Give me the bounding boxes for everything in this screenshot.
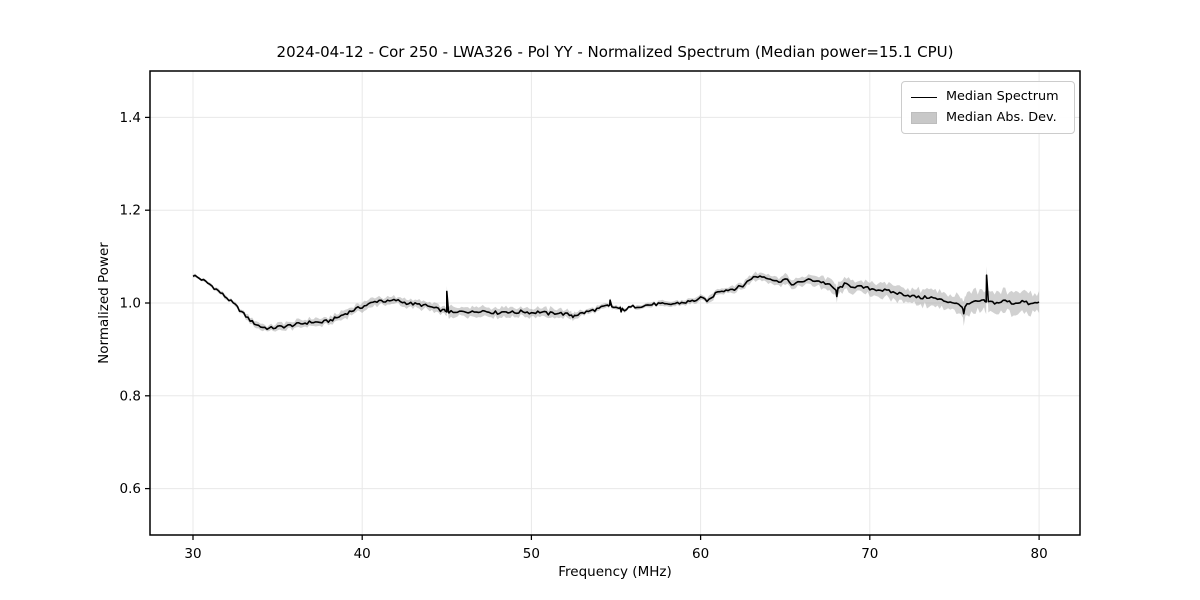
- y-tick-label: 1.2: [120, 203, 141, 219]
- x-tick-label: 50: [523, 546, 540, 562]
- x-tick-label: 40: [354, 546, 371, 562]
- x-tick-label: 80: [1031, 546, 1048, 562]
- x-tick-label: 60: [692, 546, 709, 562]
- y-tick-label: 1.4: [120, 110, 141, 126]
- legend: Median Spectrum Median Abs. Dev.: [901, 81, 1075, 134]
- plot-title: 2024-04-12 - Cor 250 - LWA326 - Pol YY -…: [276, 43, 954, 61]
- y-axis-label: Normalized Power: [96, 242, 112, 364]
- legend-patch-sample-icon: [911, 112, 937, 124]
- x-tick-label: 70: [861, 546, 878, 562]
- x-axis-label: Frequency (MHz): [558, 564, 672, 580]
- y-tick-label: 1.0: [120, 296, 141, 312]
- legend-label-median-spectrum: Median Spectrum: [946, 89, 1059, 104]
- legend-label-median-abs-dev: Median Abs. Dev.: [946, 110, 1057, 125]
- x-tick-label: 30: [184, 546, 201, 562]
- mad-band: [192, 266, 1040, 332]
- y-tick-label: 0.8: [120, 388, 141, 404]
- legend-item-median-abs-dev: Median Abs. Dev.: [911, 110, 1065, 126]
- y-tick-label: 0.6: [120, 481, 141, 497]
- legend-line-sample-icon: [911, 96, 937, 98]
- legend-item-median-spectrum: Median Spectrum: [911, 89, 1065, 105]
- median-spectrum-line: [192, 274, 1040, 331]
